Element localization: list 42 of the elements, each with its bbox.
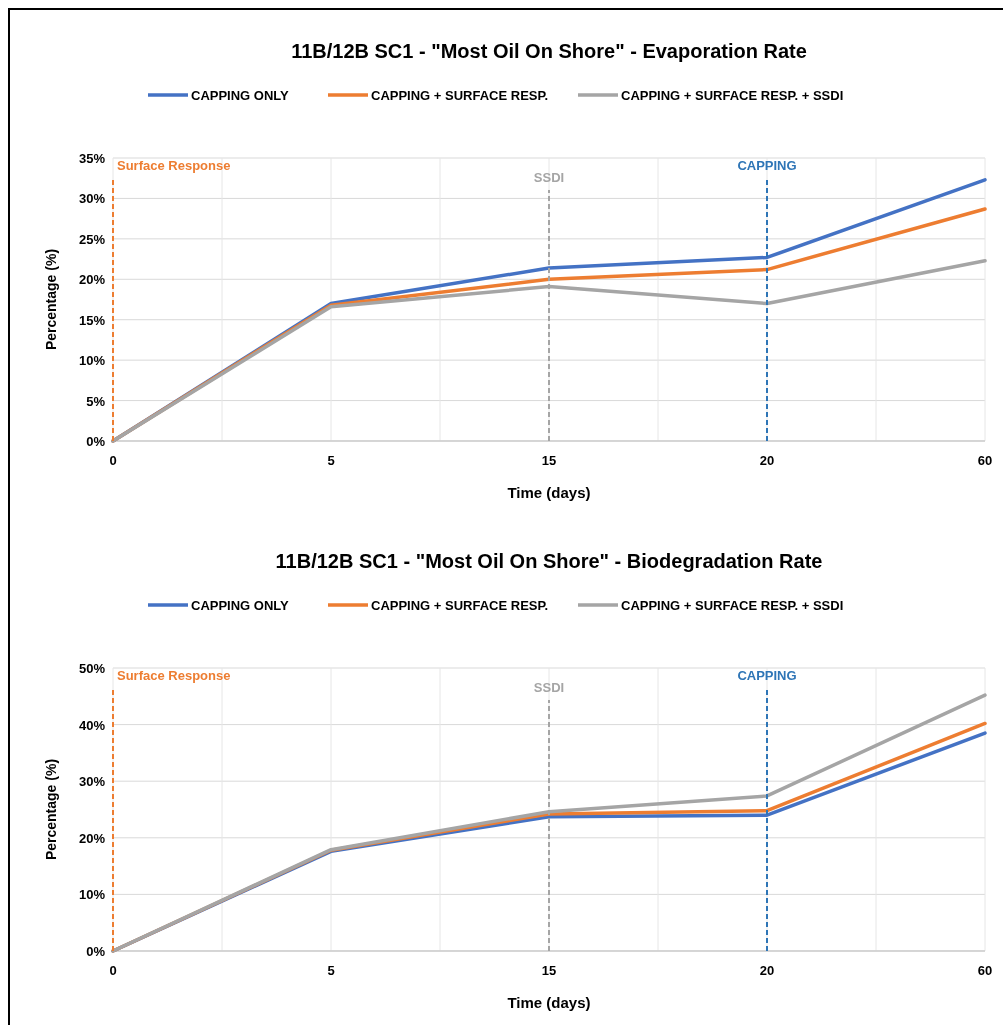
x-tick-label: 0 [109,453,117,468]
x-tick-label: 60 [977,963,993,978]
x-tick-label: 15 [541,453,557,468]
x-axis-title: Time (days) [507,994,591,1011]
y-tick-label: 5% [86,393,106,409]
ref-line-label: SSDI [533,170,565,185]
chart-title: 11B/12B SC1 - "Most Oil On Shore" - Biodegradation Rate [275,550,823,572]
y-tick-label: 30% [78,191,106,207]
y-axis-title: Percentage (%) [43,248,59,351]
ref-line-label: CAPPING [737,158,797,173]
y-tick-label: 50% [78,661,106,676]
legend-label: CAPPING + SURFACE RESP. [371,598,549,613]
x-tick-label: 15 [541,963,557,978]
x-axis-title: Time (days) [507,484,591,501]
y-tick-label: 30% [78,774,106,790]
x-tick-label: 20 [759,963,775,978]
legend-label: CAPPING + SURFACE RESP. + SSDI [621,598,844,613]
x-tick-label: 60 [977,453,993,468]
y-tick-label: 10% [78,353,106,369]
x-tick-label: 0 [109,963,117,978]
ref-line-label: SSDI [533,680,565,695]
x-tick-label: 5 [327,963,335,978]
ref-line-label: Surface Response [117,158,231,173]
y-tick-label: 25% [78,231,106,247]
y-tick-label: 0% [86,944,106,959]
legend-label: CAPPING + SURFACE RESP. + SSDI [621,88,844,103]
y-tick-label: 20% [78,830,106,846]
legend-label: CAPPING ONLY [191,598,290,613]
y-tick-label: 40% [78,717,106,733]
x-tick-label: 20 [759,453,775,468]
chart-title: 11B/12B SC1 - "Most Oil On Shore" - Evaporation Rate [291,40,807,62]
y-axis-title: Percentage (%) [43,758,59,861]
legend-label: CAPPING + SURFACE RESP. [371,88,549,103]
x-tick-label: 5 [327,453,335,468]
y-tick-label: 20% [78,272,106,288]
y-tick-label: 35% [78,151,106,166]
legend-label: CAPPING ONLY [191,88,290,103]
y-tick-label: 10% [78,887,106,903]
y-tick-label: 15% [78,312,106,328]
ref-line-label: CAPPING [737,668,797,683]
y-tick-label: 0% [86,434,106,449]
ref-line-label: Surface Response [117,668,231,683]
